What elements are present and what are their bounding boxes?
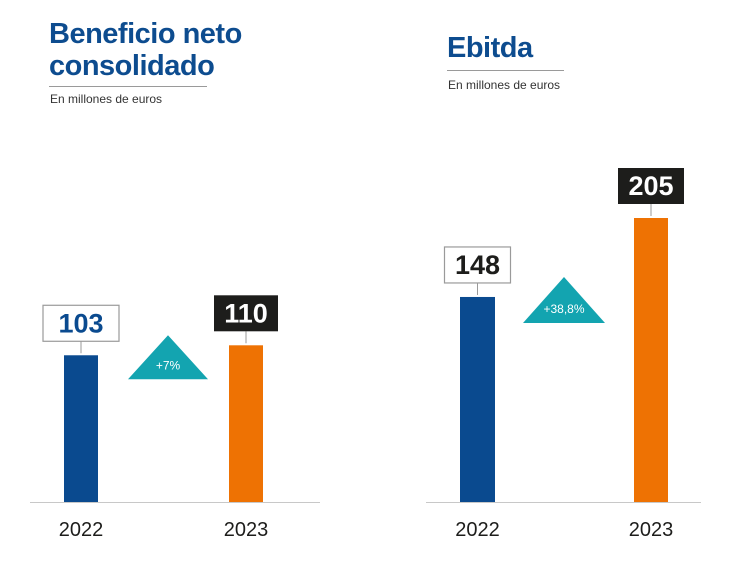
bar-2023: [229, 345, 263, 502]
chart-subtitle: En millones de euros: [448, 78, 561, 92]
change-badge: [523, 276, 605, 323]
bar-2022: [460, 296, 495, 502]
x-tick-label: 2022: [59, 519, 104, 541]
bar-2022: [64, 355, 98, 502]
value-label: 205: [628, 171, 673, 201]
net-profit-chart: 103 2022 110 2023 +7%: [30, 295, 320, 541]
value-label-box: [214, 295, 278, 332]
value-label: 110: [224, 298, 268, 328]
title-divider: [447, 70, 564, 71]
title-divider: [49, 86, 207, 87]
ebitda-panel: Ebitda En millones de euros 148 2022 205 20…: [366, 0, 732, 576]
value-label: 148: [455, 250, 500, 280]
chart-title: Beneficio neto consolidado: [49, 18, 242, 82]
value-label: 103: [58, 308, 103, 338]
x-tick-label: 2022: [455, 519, 500, 541]
chart-subtitle: En millones de euros: [50, 92, 163, 106]
value-label-box: [42, 304, 120, 342]
change-badge: [128, 335, 208, 380]
ebitda-chart: 148 2022 205 2023 +38,8%: [426, 168, 701, 541]
x-tick-label: 2023: [629, 519, 674, 541]
chart-title: Ebitda: [447, 32, 533, 64]
x-tick-label: 2023: [224, 519, 269, 541]
change-label: +7%: [156, 358, 181, 372]
value-label-box: [618, 168, 684, 204]
bar-2023: [634, 218, 668, 502]
change-label: +38,8%: [543, 302, 584, 316]
net-profit-panel: Beneficio neto consolidado En millones d…: [30, 18, 320, 541]
value-label-box: [443, 246, 512, 284]
